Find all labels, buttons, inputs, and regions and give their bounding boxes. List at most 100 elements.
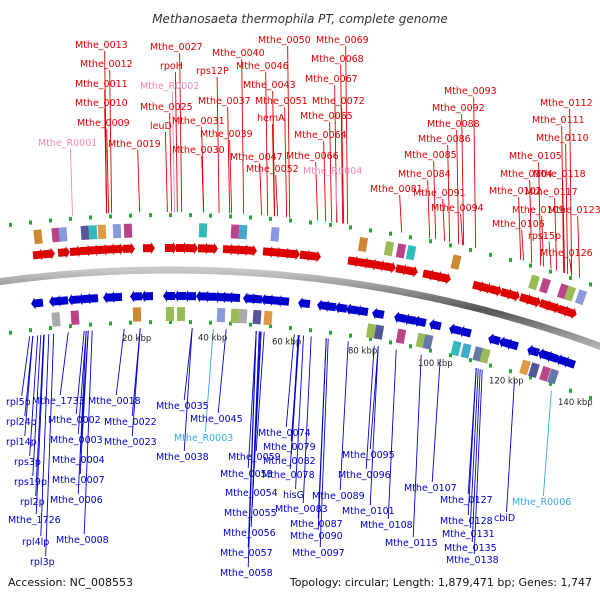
leader-line [35,334,45,515]
track-dot [389,231,392,236]
gene-label: Mthe_0067 [305,74,358,85]
leader-line [104,108,108,214]
forward-gene-arrow [287,248,300,261]
gene-label: Mthe_0097 [292,548,345,559]
track-dot [109,214,112,219]
leader-line [456,129,460,245]
feature-box [563,285,577,302]
gene-label: Mthe_0027 [150,42,203,53]
gene-label: Mthe_R0001 [38,138,97,149]
forward-gene-arrow [69,245,82,258]
topology-text: Topology: circular; Length: 1,879,471 bp… [289,576,592,589]
track-dot [129,320,132,325]
reverse-gene-arrow [163,290,175,302]
leader-line [24,335,34,437]
track-dot [429,239,432,244]
gene-label: Mthe_0051 [255,96,308,107]
feature-box [460,343,472,359]
gene-label: Mthe_0111 [532,115,585,126]
feature-box [270,226,280,242]
reverse-gene-arrow [372,307,385,320]
gene-label: Mthe_0127 [440,495,493,506]
gene-label: Mthe_0135 [444,543,497,554]
leader-line [302,336,312,504]
leader-line [174,71,178,213]
leader-line [79,330,89,475]
gene-label: Mthe_0108 [360,520,413,531]
reverse-gene-arrow [449,323,462,336]
leader-line [319,338,329,548]
reverse-gene-arrow [506,338,519,351]
reverse-gene-arrow [56,294,69,307]
feature-box [528,274,540,291]
forward-gene-arrow [373,259,386,272]
feature-box [383,241,395,257]
leader-line [317,338,327,531]
leader-line [217,329,227,414]
gene-label: Mthe_0109 [512,205,565,216]
reverse-gene-arrow [324,300,337,313]
feature-box [519,359,531,376]
gene-label: Mthe_0104 [500,169,553,180]
track-dot [589,282,592,287]
gene-label: rpl5p [6,397,31,408]
gene-label: Mthe_0031 [172,116,225,127]
feature-box [405,245,417,261]
track-dot [89,215,92,220]
leader-line [35,334,45,497]
gene-label: Mthe_0023 [104,437,157,448]
leader-line [77,330,87,435]
leader-line [201,155,205,213]
leader-line [183,328,193,452]
track-dot [29,328,32,333]
gene-label: Mthe_0117 [525,187,578,198]
track-dot [209,320,212,325]
track-dot [229,321,232,326]
reverse-gene-arrow [459,325,472,338]
track-dot [229,214,232,219]
leader-line [442,198,446,242]
track-dot [269,324,272,329]
leader-line [265,71,269,216]
leader-line [289,334,299,470]
gene-label: Mthe_0025 [140,102,193,113]
gene-label: Mthe_0101 [342,506,395,517]
reverse-gene-arrow [394,311,407,324]
leader-line [247,331,257,469]
reverse-gene-arrow [335,301,348,314]
gene-label: Mthe_0059 [228,452,281,463]
leader-line [32,334,42,477]
forward-gene-arrow [244,244,257,257]
leader-line [538,161,542,266]
leader-line [569,108,573,276]
gene-label: Mthe_0006 [50,495,103,506]
leader-line [467,367,477,516]
track-dot [509,369,512,374]
leader-line [227,106,231,214]
backbone-arc [0,266,600,351]
forward-gene-arrow [405,265,418,278]
track-dot [249,322,252,327]
forward-gene-arrow [563,307,577,320]
gene-label: Mthe_0058 [220,568,273,579]
feature-box [373,324,385,340]
kbp-tick-label: 140 kbp [558,398,593,408]
gene-label: Mthe_0112 [540,98,593,109]
gene-label: Mthe_0084 [398,169,451,180]
gene-label: rps19p [14,477,47,488]
feature-box [557,283,569,300]
leader-line [412,354,422,538]
track-dot [569,275,572,280]
feature-box [58,227,68,242]
gene-label: Mthe_0128 [440,516,493,527]
forward-gene-arrow [489,285,502,297]
leader-line [172,91,175,213]
feature-box [365,323,377,339]
reverse-gene-arrow [250,292,263,305]
gene-label: Mthe_0072 [312,96,365,107]
gene-label: Mthe_0038 [156,452,209,463]
forward-gene-arrow [395,263,408,276]
leader-line [250,331,260,528]
gene-label: Mthe_0047 [230,152,283,163]
